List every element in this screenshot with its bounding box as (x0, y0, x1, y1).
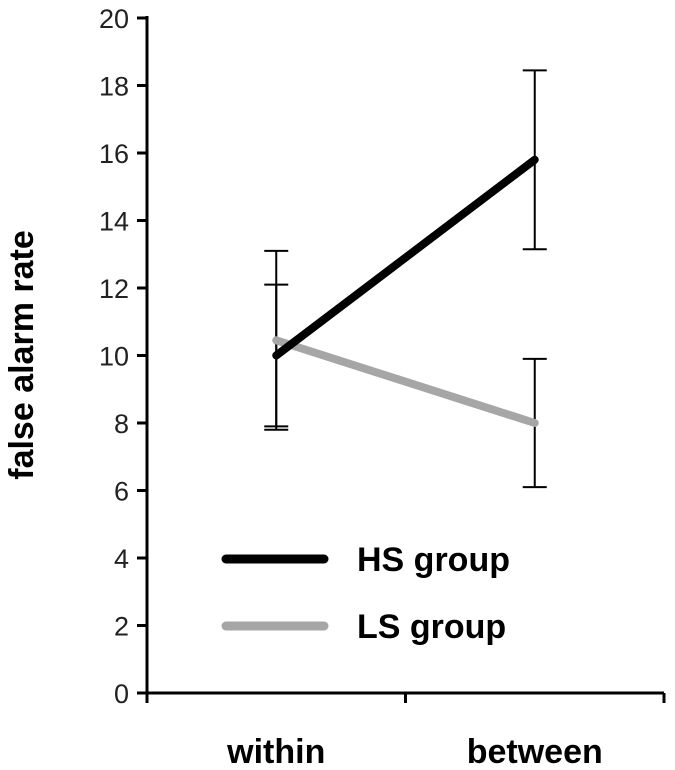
series-line-hs-group (272, 155, 539, 360)
y-tick-label: 18 (99, 72, 129, 102)
x-category-label: within (226, 733, 325, 770)
y-tick-label: 4 (114, 544, 129, 574)
error-bars (264, 69, 547, 489)
series-lines (272, 155, 539, 427)
y-tick-label: 14 (99, 207, 129, 237)
y-tick-label: 12 (99, 274, 129, 304)
y-tick-label: 10 (99, 342, 129, 372)
y-axis-title: false alarm rate (3, 230, 41, 480)
series-line-ls-group (272, 336, 539, 427)
y-tick-label: 8 (114, 409, 129, 439)
legend-label-hs-group: HS group (357, 541, 510, 579)
legend: HS group LS group (221, 541, 510, 646)
y-tick-label: 2 (114, 612, 129, 642)
y-tick-label: 16 (99, 139, 129, 169)
y-tick-label: 6 (114, 477, 129, 507)
x-category-label: between (467, 733, 603, 770)
axes: 0 2 4 6 8 10 12 14 16 18 20 within between (99, 4, 666, 770)
y-tick-label: 0 (114, 679, 129, 709)
y-tick-label: 20 (99, 4, 129, 34)
legend-label-ls-group: LS group (357, 608, 506, 646)
